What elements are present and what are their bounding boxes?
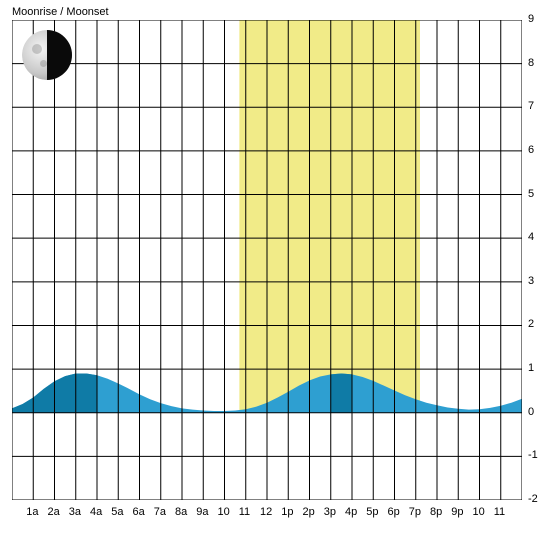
- y-tick-label: 9: [528, 13, 534, 25]
- x-tick-label: 11: [494, 506, 505, 518]
- y-tick-label: 1: [528, 362, 534, 374]
- x-tick-label: 11: [239, 506, 250, 518]
- y-tick-label: 2: [528, 318, 534, 330]
- plot-area: [12, 20, 522, 500]
- y-tick-label: 6: [528, 144, 534, 156]
- x-tick-label: 7a: [154, 506, 166, 518]
- y-tick-label: -1: [528, 449, 538, 461]
- moon-phase-icon: [22, 30, 72, 80]
- x-tick-label: 10: [218, 506, 230, 518]
- x-tick-label: 8p: [430, 506, 442, 518]
- y-tick-label: -2: [528, 493, 538, 505]
- header-line1: Moonrise / Moonset: [12, 6, 109, 19]
- x-tick-label: 2a: [48, 506, 60, 518]
- x-tick-label: 1p: [281, 506, 293, 518]
- y-tick-label: 4: [528, 231, 534, 243]
- x-tick-label: 7p: [409, 506, 421, 518]
- x-tick-label: 10: [473, 506, 485, 518]
- y-tick-label: 5: [528, 188, 534, 200]
- x-tick-label: 8a: [175, 506, 187, 518]
- y-tick-label: 3: [528, 275, 534, 287]
- x-tick-label: 3p: [324, 506, 336, 518]
- x-tick-label: 6a: [133, 506, 145, 518]
- x-tick-label: 12: [260, 506, 272, 518]
- y-tick-label: 0: [528, 406, 534, 418]
- x-tick-label: 4a: [90, 506, 102, 518]
- x-tick-label: 3a: [69, 506, 81, 518]
- y-tick-label: 7: [528, 100, 534, 112]
- x-tick-label: 1a: [26, 506, 38, 518]
- x-tick-label: 5p: [366, 506, 378, 518]
- x-tick-label: 4p: [345, 506, 357, 518]
- y-tick-label: 8: [528, 57, 534, 69]
- x-tick-label: 5a: [111, 506, 123, 518]
- x-tick-label: 9a: [196, 506, 208, 518]
- x-tick-label: 6p: [388, 506, 400, 518]
- x-tick-label: 9p: [451, 506, 463, 518]
- tide-chart-container: Moonrise / Moonset N/A -2-10123456789 1a…: [0, 0, 550, 550]
- x-tick-label: 2p: [303, 506, 315, 518]
